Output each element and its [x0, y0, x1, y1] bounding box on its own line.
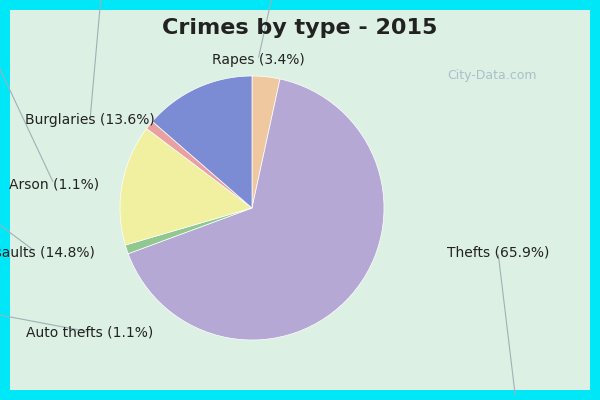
- Wedge shape: [128, 79, 384, 340]
- Text: Assaults (14.8%): Assaults (14.8%): [0, 245, 94, 259]
- Text: City-Data.com: City-Data.com: [447, 70, 537, 82]
- Text: Arson (1.1%): Arson (1.1%): [9, 177, 99, 191]
- Wedge shape: [252, 76, 280, 208]
- Wedge shape: [125, 208, 252, 254]
- Text: Crimes by type - 2015: Crimes by type - 2015: [163, 18, 437, 38]
- Text: Thefts (65.9%): Thefts (65.9%): [447, 245, 549, 259]
- Text: Auto thefts (1.1%): Auto thefts (1.1%): [26, 325, 154, 339]
- Wedge shape: [146, 122, 252, 208]
- Wedge shape: [120, 128, 252, 245]
- Text: Rapes (3.4%): Rapes (3.4%): [212, 53, 304, 67]
- Wedge shape: [152, 76, 252, 208]
- Text: Burglaries (13.6%): Burglaries (13.6%): [25, 113, 155, 127]
